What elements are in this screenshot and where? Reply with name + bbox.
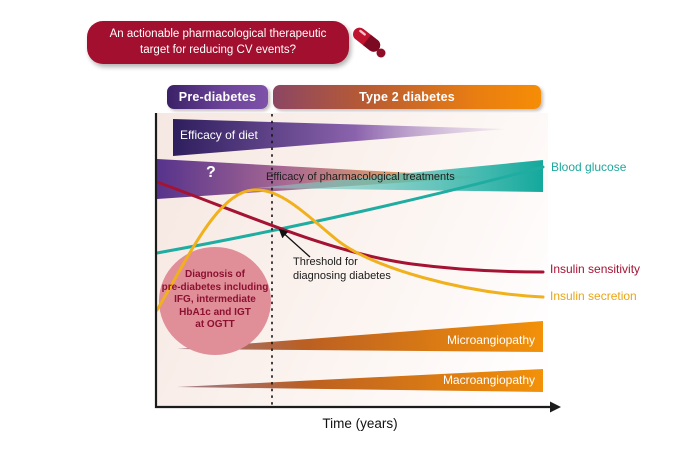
diagnosis-circle-text: Diagnosis of pre-diabetes including IFG,… xyxy=(159,269,271,332)
efficacy-of-diet-label: Efficacy of diet xyxy=(180,128,258,142)
phase-type2-label: Type 2 diabetes xyxy=(359,90,455,104)
time-axis-label: Time (years) xyxy=(322,416,398,431)
threshold-annotation-arrow xyxy=(278,228,311,258)
microangiopathy-label: Microangiopathy xyxy=(446,333,535,347)
diagnosis-line-3: IFG, intermediate xyxy=(174,294,256,305)
phase-prediabetes-label: Pre-diabetes xyxy=(178,90,257,104)
threshold-annotation-label: Threshold for diagnosing diabetes xyxy=(293,256,391,283)
pill-icon xyxy=(353,27,386,58)
diagnosis-line-4: HbA1c and IGT xyxy=(179,306,251,318)
macroangiopathy-label: Macroangiopathy xyxy=(442,373,535,387)
question-mark-label: ? xyxy=(206,164,216,181)
banner-text: An actionable pharmacological therapeuti… xyxy=(109,27,327,56)
diagnosis-line-5: at OGTT xyxy=(195,319,235,330)
microangiopathy-wedge xyxy=(177,321,543,352)
plot-axes xyxy=(154,113,550,409)
insulin-sensitivity-label: Insulin sensitivity xyxy=(550,262,641,276)
macroangiopathy-wedge xyxy=(177,369,543,392)
insulin-secretion-label: Insulin secretion xyxy=(550,289,637,303)
diagnosis-line-2: pre-diabetes including xyxy=(161,281,269,293)
diagnosis-circle xyxy=(159,247,271,355)
diagnosis-line-1: Diagnosis of xyxy=(184,269,245,280)
phase-bar-prediabetes: Pre-diabetes xyxy=(167,85,268,109)
x-axis-arrowhead xyxy=(550,401,561,413)
banner-question: An actionable pharmacological therapeuti… xyxy=(87,21,349,64)
efficacy-of-diet-wedge xyxy=(173,119,505,156)
blood-glucose-line xyxy=(155,165,545,255)
insulin-secretion-line xyxy=(155,188,545,312)
question-wedge xyxy=(157,159,485,199)
efficacy-pharma-label: Efficacy of pharmacological treatments xyxy=(266,171,455,183)
phase-bar-type2-diabetes: Type 2 diabetes xyxy=(273,85,541,109)
insulin-sensitivity-line xyxy=(155,180,545,274)
blood-glucose-label: Blood glucose xyxy=(551,160,627,174)
